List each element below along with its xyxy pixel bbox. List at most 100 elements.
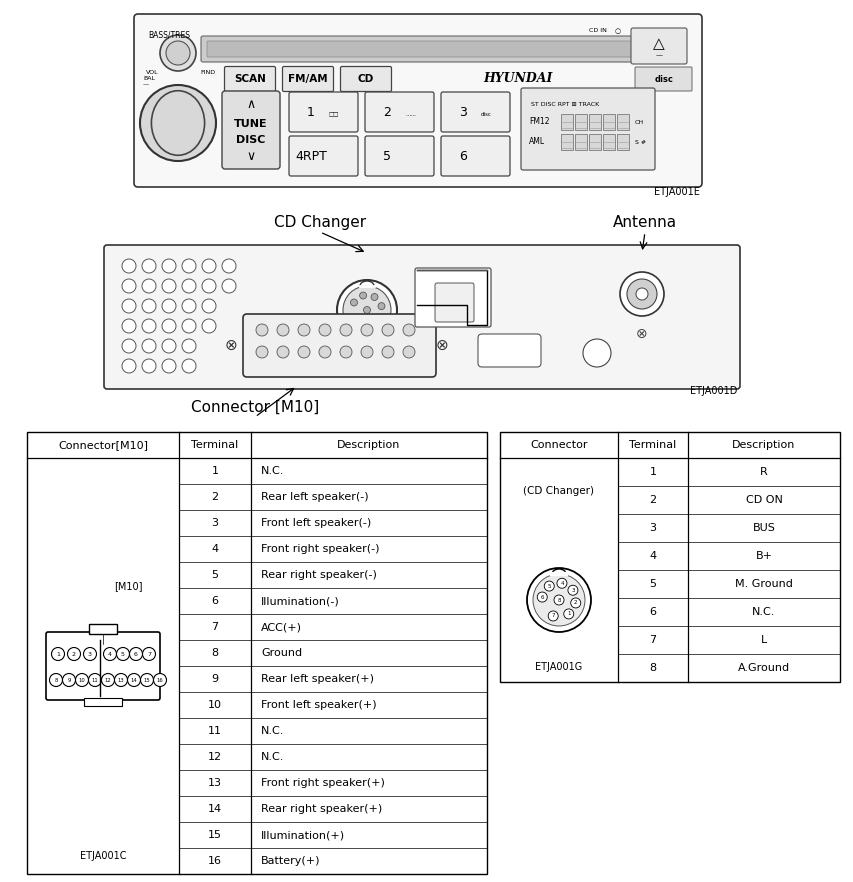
Text: 6: 6 (649, 607, 656, 617)
Text: Rear right speaker(-): Rear right speaker(-) (261, 570, 376, 580)
FancyBboxPatch shape (415, 268, 490, 327)
Circle shape (49, 674, 62, 686)
Text: 5: 5 (649, 579, 656, 589)
Circle shape (51, 647, 65, 661)
Text: 7: 7 (147, 652, 151, 656)
Circle shape (563, 609, 573, 619)
Text: ETJA001E: ETJA001E (653, 187, 699, 197)
FancyBboxPatch shape (340, 66, 391, 92)
FancyBboxPatch shape (224, 66, 276, 92)
Circle shape (182, 339, 196, 353)
Text: ⊗: ⊗ (224, 338, 237, 353)
Text: 8: 8 (212, 648, 218, 658)
FancyBboxPatch shape (288, 92, 357, 132)
Text: Illumination(+): Illumination(+) (261, 830, 345, 840)
Text: —: — (655, 52, 662, 58)
Circle shape (543, 581, 554, 591)
Text: HYUNDAI: HYUNDAI (483, 72, 552, 86)
Circle shape (370, 294, 378, 301)
Text: ETJA001G: ETJA001G (535, 662, 582, 672)
Circle shape (567, 586, 577, 595)
Text: ST DISC RPT ⊞ TRACK: ST DISC RPT ⊞ TRACK (531, 101, 599, 107)
Circle shape (162, 339, 176, 353)
Text: 4RPT: 4RPT (295, 150, 327, 162)
Bar (616, 114, 629, 130)
FancyBboxPatch shape (206, 41, 633, 57)
Text: 9: 9 (67, 677, 71, 683)
Text: disc: disc (480, 113, 491, 117)
Bar (560, 134, 572, 150)
Bar (589, 114, 601, 130)
Circle shape (363, 307, 370, 313)
Text: 7: 7 (551, 614, 554, 618)
Circle shape (142, 359, 156, 373)
Bar (84, 698, 122, 706)
Text: 4: 4 (212, 544, 218, 554)
Text: 10: 10 (78, 677, 85, 683)
Circle shape (378, 303, 385, 310)
Text: ETJA001C: ETJA001C (79, 851, 126, 861)
Circle shape (114, 674, 127, 686)
Circle shape (162, 319, 176, 333)
Circle shape (222, 259, 235, 273)
Circle shape (343, 286, 391, 334)
Text: 4: 4 (107, 652, 112, 656)
Circle shape (361, 324, 373, 336)
Text: Connector[M10]: Connector[M10] (58, 440, 148, 450)
Text: M. Ground: M. Ground (734, 579, 792, 589)
Text: 7: 7 (648, 635, 656, 645)
Text: BAL: BAL (142, 76, 154, 81)
Bar (574, 134, 586, 150)
Circle shape (202, 299, 216, 313)
Circle shape (256, 324, 268, 336)
Bar (27, 432, 486, 874)
Text: N.C.: N.C. (751, 607, 775, 617)
Circle shape (403, 346, 415, 358)
Text: N.C.: N.C. (261, 752, 284, 762)
Circle shape (337, 280, 397, 340)
Text: 1: 1 (56, 652, 60, 656)
Circle shape (122, 299, 136, 313)
Circle shape (359, 292, 366, 299)
Text: VOL: VOL (146, 70, 159, 75)
Text: ACC(+): ACC(+) (261, 622, 302, 632)
Circle shape (122, 339, 136, 353)
Text: FIND: FIND (200, 70, 215, 75)
Bar (602, 134, 614, 150)
Circle shape (142, 647, 155, 661)
Text: 2: 2 (72, 652, 76, 656)
Circle shape (339, 346, 351, 358)
Text: Antenna: Antenna (612, 215, 676, 230)
Circle shape (160, 35, 196, 71)
Text: N.C.: N.C. (261, 726, 284, 736)
Text: 4: 4 (648, 551, 656, 561)
Text: ETJA001D: ETJA001D (689, 386, 736, 396)
Text: Battery(+): Battery(+) (261, 856, 320, 866)
Circle shape (84, 647, 96, 661)
Text: R: R (759, 467, 767, 477)
Circle shape (202, 319, 216, 333)
Text: 3: 3 (571, 587, 574, 593)
Circle shape (202, 259, 216, 273)
Text: (CD Changer): (CD Changer) (523, 486, 594, 496)
Text: 1: 1 (566, 611, 570, 617)
Text: ⋯⋯: ⋯⋯ (404, 113, 415, 117)
Text: 2: 2 (648, 495, 656, 505)
Text: FM/AM: FM/AM (287, 74, 328, 84)
Text: —: — (142, 82, 149, 87)
Circle shape (366, 321, 373, 328)
Circle shape (548, 611, 558, 621)
FancyBboxPatch shape (104, 245, 740, 389)
Text: 11: 11 (91, 677, 98, 683)
Text: 6: 6 (540, 594, 543, 600)
Circle shape (351, 315, 357, 322)
Circle shape (142, 339, 156, 353)
Circle shape (583, 339, 610, 367)
Text: 3: 3 (459, 106, 467, 118)
Circle shape (319, 324, 331, 336)
Circle shape (140, 85, 216, 161)
Circle shape (361, 346, 373, 358)
FancyBboxPatch shape (200, 36, 639, 62)
Circle shape (122, 319, 136, 333)
Circle shape (141, 674, 154, 686)
